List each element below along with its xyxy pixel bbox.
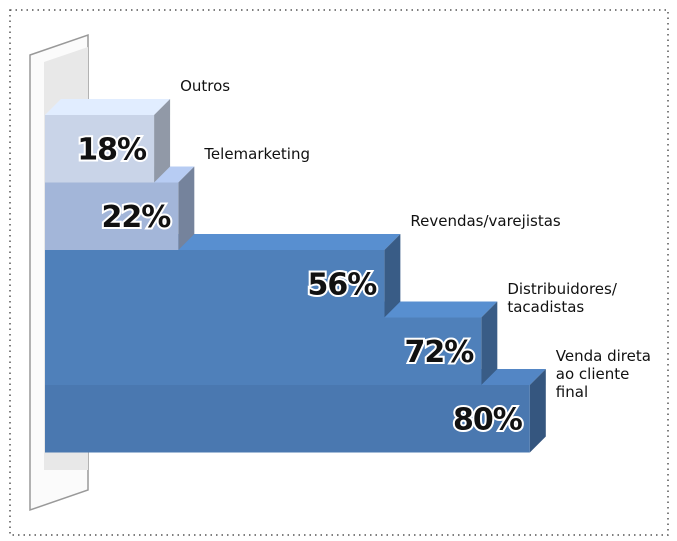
category-label: Telemarketing [204, 144, 310, 163]
bar [45, 115, 155, 183]
category-label: Venda direta ao cliente final [555, 347, 651, 401]
bar-side [178, 166, 195, 250]
bars: 80% 72% 56% 22% 18% [45, 99, 546, 453]
category-label: Distribuidores/ tacadistas [507, 279, 617, 316]
bar-side [481, 301, 498, 385]
bar [45, 317, 482, 385]
bar-side [384, 234, 401, 318]
bar [45, 385, 530, 453]
value-label: 56% [308, 267, 378, 302]
bar [45, 250, 385, 318]
bar-top [45, 99, 171, 115]
value-label: 22% [102, 200, 172, 235]
value-label: 80% [453, 402, 523, 437]
category-label: Outros [180, 77, 231, 95]
category-label: Revendas/varejistas [410, 212, 561, 230]
bar [45, 182, 179, 250]
value-label: 18% [77, 132, 147, 167]
value-label: 72% [405, 335, 475, 370]
bar-side [529, 369, 546, 453]
bar-side [154, 99, 171, 183]
